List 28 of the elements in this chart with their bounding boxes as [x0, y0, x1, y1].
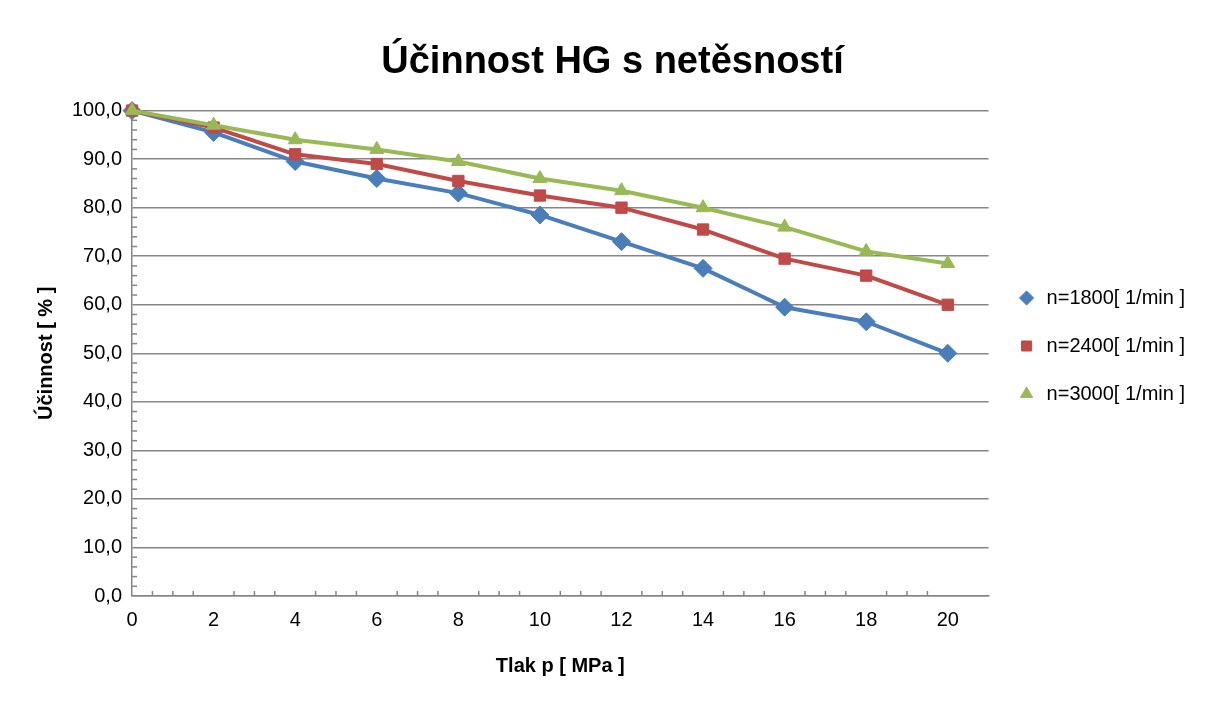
- x-tick-label: 18: [855, 607, 878, 630]
- y-tick-label: 60,0: [83, 292, 123, 315]
- y-tick-label: 30,0: [83, 437, 123, 460]
- y-tick-label: 50,0: [83, 340, 123, 363]
- y-tick-label: 20,0: [83, 486, 123, 509]
- x-tick-label: 4: [289, 607, 301, 630]
- x-tick-label: 16: [773, 607, 796, 630]
- y-tick-label: 80,0: [83, 195, 123, 218]
- legend-label: n=2400[ 1/min ]: [1046, 333, 1186, 356]
- y-tick-label: 40,0: [83, 389, 123, 412]
- x-tick-label: 2: [208, 607, 220, 630]
- x-tick-label: 6: [371, 607, 383, 630]
- legend-label: n=3000[ 1/min ]: [1046, 381, 1186, 404]
- y-axis-title: Účinnost [ % ]: [32, 286, 56, 420]
- y-tick-label: 0,0: [94, 583, 123, 606]
- y-tick-label: 70,0: [83, 243, 123, 266]
- x-tick-label: 14: [691, 607, 715, 630]
- x-tick-label: 0: [126, 607, 138, 630]
- x-tick-label: 8: [452, 607, 464, 630]
- y-tick-label: 100,0: [71, 98, 123, 121]
- x-axis-title: Tlak p [ MPa ]: [495, 653, 625, 676]
- x-tick-label: 20: [936, 607, 959, 630]
- y-tick-label: 10,0: [83, 534, 123, 557]
- y-tick-label: 90,0: [83, 146, 123, 169]
- legend-label: n=1800[ 1/min ]: [1046, 285, 1186, 308]
- x-tick-label: 10: [528, 607, 552, 630]
- x-tick-label: 12: [610, 607, 633, 630]
- chart-title: Účinnost HG s netěsností: [381, 38, 846, 82]
